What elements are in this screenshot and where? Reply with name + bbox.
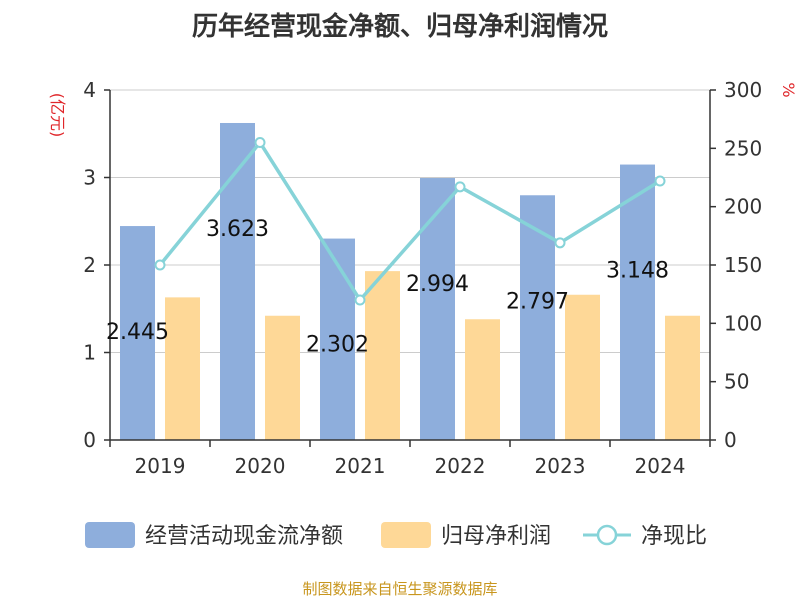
x-tick-label: 2021 (335, 454, 386, 478)
ratio-point (654, 175, 666, 187)
bar-net-profit (265, 315, 300, 440)
x-tick-label: 2022 (435, 454, 486, 478)
left-tick-label: 3 (83, 166, 96, 190)
right-tick-label: 300 (724, 78, 762, 102)
bar-value-label: 2.994 (406, 272, 469, 297)
bar-net-profit (365, 271, 400, 440)
x-tick-label: 2019 (135, 454, 186, 478)
ratio-line (154, 137, 666, 306)
right-tick-label: 50 (724, 370, 749, 394)
bar-cash-flow (220, 122, 255, 441)
right-tick-label: 150 (724, 253, 762, 277)
bar-value-label: 2.302 (306, 333, 369, 358)
legend-label-net-profit: 归母净利润 (441, 524, 551, 549)
grid-lines (110, 89, 710, 353)
left-axis-unit: (亿元) (48, 93, 67, 138)
ratio-point (454, 181, 466, 193)
right-tick-label: 200 (724, 195, 762, 219)
bar-net-profit (565, 294, 600, 440)
right-axis-unit: % (779, 82, 798, 97)
x-tick-label: 2024 (635, 454, 686, 478)
chart-title: 历年经营现金净额、归母净利润情况 (191, 12, 608, 42)
right-tick-label: 250 (724, 136, 762, 160)
bar-value-label: 2.445 (106, 320, 169, 345)
legend-swatch-net-profit (381, 522, 431, 548)
right-tick-label: 100 (724, 311, 762, 335)
ratio-polyline (158, 139, 661, 303)
right-tick-label: 0 (724, 428, 737, 452)
bar-value-label: 3.148 (606, 259, 669, 284)
bars (120, 122, 700, 441)
source-note: 制图数据来自恒生聚源数据库 (302, 580, 498, 598)
left-tick-label: 4 (83, 78, 96, 102)
ratio-point (554, 237, 566, 249)
left-tick-label: 0 (83, 428, 96, 452)
bar-cash-flow (320, 238, 355, 440)
ratio-point (354, 294, 366, 306)
data-labels: 2.445 3.623 2.302 2.994 2.797 3.148 (106, 217, 669, 358)
left-tick-label: 1 (83, 341, 96, 365)
ratio-point (254, 137, 266, 148)
bar-cash-flow (420, 178, 455, 440)
legend-swatch-cash-flow (85, 522, 135, 548)
x-tick-label: 2020 (235, 454, 286, 478)
bar-net-profit (665, 315, 700, 440)
x-tick-label: 2023 (535, 454, 586, 478)
bar-cash-flow (620, 164, 655, 441)
bar-value-label: 3.623 (206, 217, 269, 242)
legend: 经营活动现金流净额 归母净利润 净现比 (85, 522, 707, 549)
legend-label-cash-flow: 经营活动现金流净额 (145, 524, 343, 549)
legend-marker-ratio (596, 524, 618, 546)
bar-value-label: 2.797 (506, 289, 569, 314)
legend-label-ratio: 净现比 (641, 524, 707, 549)
bar-net-profit (465, 319, 500, 440)
left-tick-label: 2 (83, 253, 96, 277)
axes: 0 1 2 3 4 0 50 100 150 200 250 300 2019 2020 2021 2022 2… (48, 78, 798, 478)
bar-cash-flow (120, 226, 155, 440)
ratio-point (154, 259, 166, 271)
bar-net-profit (165, 297, 200, 440)
